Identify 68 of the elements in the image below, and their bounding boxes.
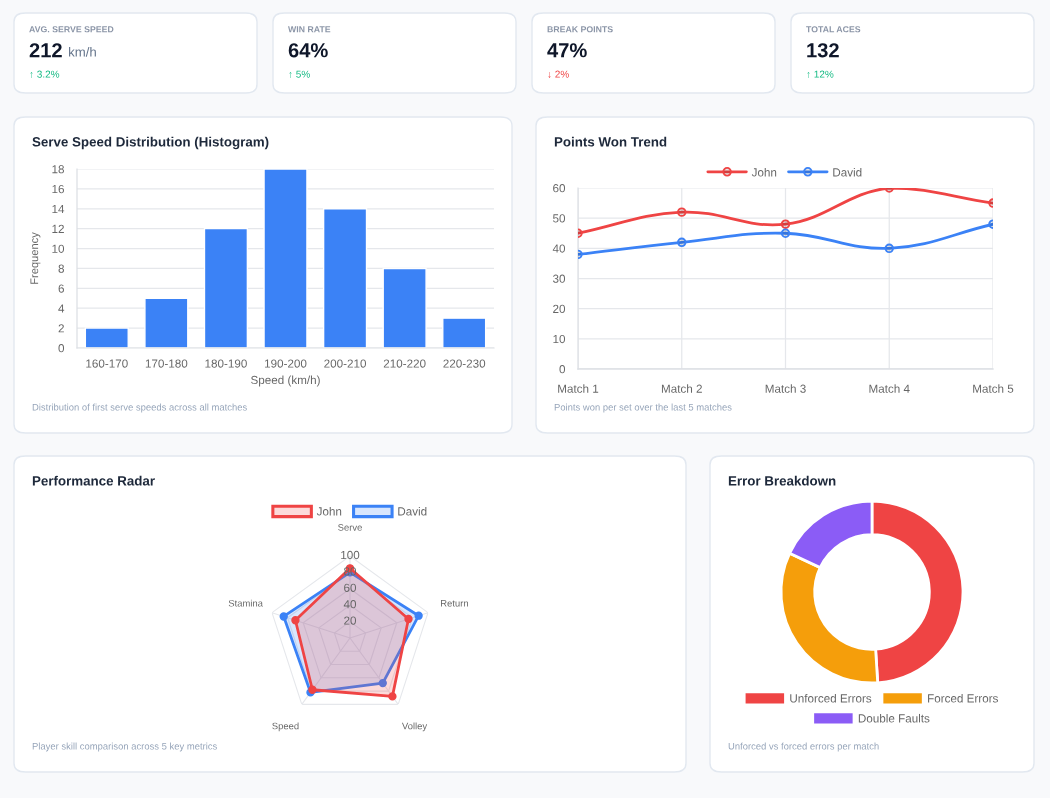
x-tick-label: Match 5 <box>973 384 1014 393</box>
x-tick-label: 200-210 <box>324 359 367 368</box>
chart-title: Points Won Trend <box>554 136 667 147</box>
spoke-label: Stamina <box>228 599 263 607</box>
spoke-label: Volley <box>401 722 428 732</box>
y-tick-label: 8 <box>58 264 64 273</box>
text: 64% <box>288 43 328 58</box>
legend-label: John <box>316 506 342 516</box>
x-tick-label: 220-230 <box>443 359 486 368</box>
text: BREAK POINTS <box>547 26 613 33</box>
text: 212 <box>29 43 62 58</box>
text: Distribution of first serve speeds across all matches <box>32 403 247 413</box>
x-tick-label: Match 3 <box>765 384 806 393</box>
legend-label: John <box>751 167 777 177</box>
text: Player skill comparison across 5 key metrics <box>32 742 217 752</box>
spoke-label: Speed <box>272 722 299 732</box>
legend-label: David <box>833 167 862 177</box>
y-tick-label: 18 <box>52 165 64 174</box>
y-tick-label: 14 <box>52 204 65 214</box>
text: TOTAL ACES <box>806 26 861 33</box>
y-tick-label: 6 <box>58 284 64 293</box>
y-tick-label: 4 <box>58 304 65 313</box>
y-tick-label: 0 <box>58 344 65 353</box>
text: Unforced vs forced errors per match <box>728 742 879 752</box>
y-tick-label: 2 <box>58 324 64 333</box>
x-tick-label: Match 2 <box>661 384 702 393</box>
chart-title: Serve Speed Distribution (Histogram) <box>32 136 269 150</box>
text: 132 <box>807 43 839 58</box>
y-tick-label: 12 <box>52 224 64 233</box>
y-tick-label: 0 <box>559 365 566 374</box>
x-tick-label: Match 4 <box>869 384 910 393</box>
text: Performance Radar <box>32 475 155 486</box>
x-tick-label: 170-180 <box>145 359 188 368</box>
y-tick-label: 16 <box>52 184 64 194</box>
text: ↓ 2% <box>548 70 569 78</box>
legend-label: David <box>398 506 427 516</box>
text: ↑ 3.2% <box>30 70 60 78</box>
x-tick-label: 210-220 <box>383 359 426 368</box>
text: ↑ 12% <box>807 70 834 78</box>
x-tick-label: 160-170 <box>86 359 128 368</box>
x-axis-title: Speed (km/h) <box>251 375 320 387</box>
x-tick-label: Match 1 <box>558 384 599 393</box>
y-tick-label: 60 <box>344 583 357 592</box>
y-tick-label: 40 <box>343 600 357 609</box>
y-tick-label: 20 <box>344 616 357 625</box>
text: Points won per set over the last 5 matches <box>554 403 732 413</box>
text: ↑ 5% <box>289 70 310 78</box>
x-tick-label: 190-200 <box>264 359 307 368</box>
chart-title: Error Breakdown <box>728 475 836 486</box>
y-tick-label: 60 <box>553 184 566 193</box>
y-tick-label: 30 <box>552 274 566 283</box>
legend-label: Forced Errors <box>928 693 998 703</box>
y-tick-label: 10 <box>52 244 65 253</box>
text: km/h <box>69 47 96 57</box>
y-tick-label: 10 <box>553 334 566 344</box>
y-tick-label: 50 <box>552 214 566 223</box>
legend-label: Unforced Errors <box>790 693 872 703</box>
x-tick-label: 180-190 <box>205 359 247 368</box>
text: AVG. SERVE SPEED <box>29 26 114 33</box>
y-tick-label: 20 <box>553 304 566 314</box>
legend-label: Double Faults <box>858 713 930 723</box>
y-tick-label: 100 <box>341 550 360 560</box>
y-axis-title: Frequency <box>30 232 41 284</box>
y-tick-label: 40 <box>552 244 566 253</box>
spoke-label: Return <box>441 600 468 607</box>
text: WIN RATE <box>288 26 331 33</box>
text: 47% <box>547 43 587 58</box>
spoke-label: Serve <box>338 524 362 531</box>
